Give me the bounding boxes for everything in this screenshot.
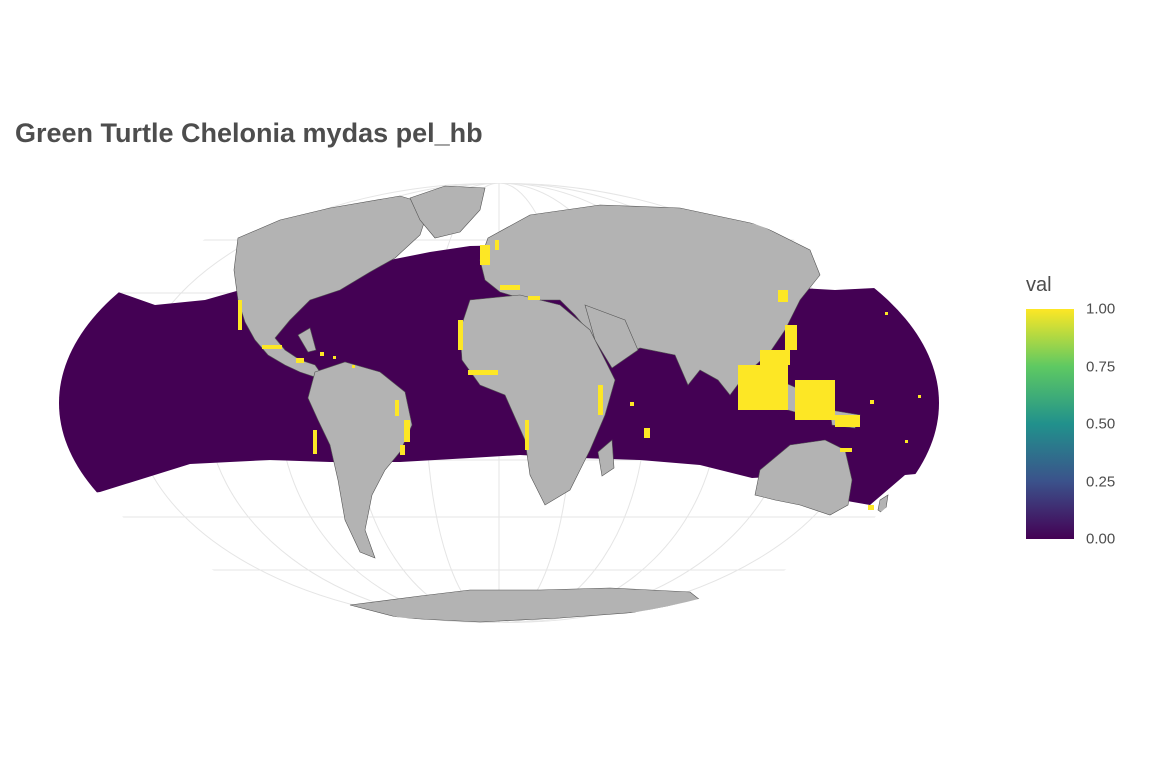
land [233, 185, 889, 623]
landmass-australia [754, 439, 853, 516]
landmass-arabia [584, 304, 639, 369]
legend-tick-0-50: 0.50 [1086, 415, 1116, 433]
landmass-florida [297, 327, 317, 353]
landmass-madagascar [597, 439, 615, 477]
landmass-greenland [409, 185, 486, 239]
legend-tick-0-00: 0.00 [1086, 530, 1116, 548]
plot-title: Green Turtle Chelonia mydas pel_hb [15, 118, 483, 148]
landmass-antarctica [349, 587, 701, 623]
habitat-raster [238, 240, 921, 510]
legend-colorbar [1026, 309, 1074, 539]
landmass-south-america [307, 361, 413, 559]
legend-tick-0-25: 0.25 [1086, 473, 1116, 491]
landmass-new-zealand [877, 494, 889, 516]
legend-tick-0-75: 0.75 [1086, 358, 1116, 376]
legend-title: val [1026, 274, 1052, 296]
legend-tick-1-00: 1.00 [1086, 300, 1116, 318]
